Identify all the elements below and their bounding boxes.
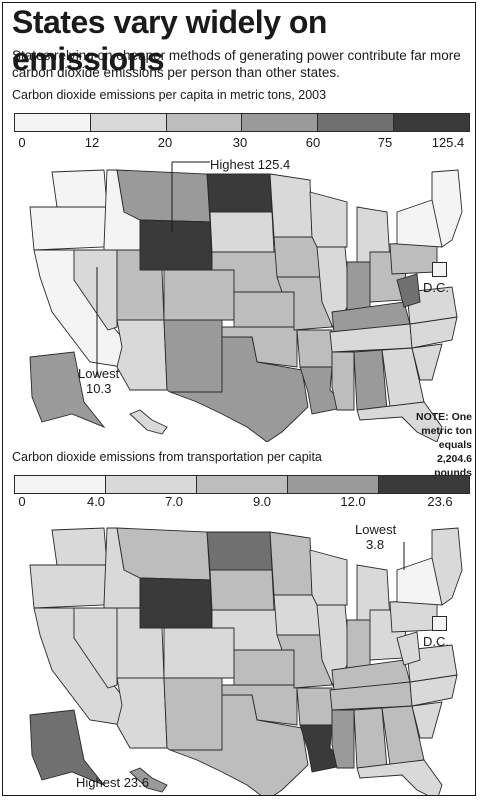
state-ak: [29, 709, 106, 787]
legend-swatch: [242, 114, 319, 131]
state-ms: [331, 709, 355, 769]
state-hi: [129, 767, 168, 793]
map2-us-choropleth: [12, 510, 468, 795]
state-nv: [73, 249, 118, 331]
note-metric-ton: NOTE: One metric ton equals 2,204.6 poun…: [415, 411, 472, 479]
map2-legend-title: Carbon dioxide emissions from transporta…: [12, 450, 322, 464]
state-fl: [356, 759, 443, 795]
state-az: [116, 319, 168, 391]
state-hi: [129, 409, 168, 435]
legend-swatch: [394, 114, 469, 131]
state-ks: [233, 291, 295, 328]
headline: States vary widely on emissions: [12, 4, 327, 77]
map1-lowest-label: Lowest: [78, 366, 120, 381]
state-ia: [273, 594, 321, 636]
state-mn: [269, 173, 313, 238]
map1-us-choropleth: [12, 152, 468, 442]
state-wa: [51, 169, 108, 208]
state-wy: [139, 577, 213, 629]
legend-tick-label: 12.0: [340, 494, 366, 509]
map1-lowest-value: 10.3: [86, 381, 112, 396]
map2-dc-swatch: [432, 616, 447, 631]
state-ar: [296, 687, 333, 726]
state-al: [353, 349, 388, 411]
legend-swatch: [166, 114, 243, 131]
state-ne_states: [431, 527, 463, 606]
state-mt: [116, 527, 211, 581]
legend-swatch: [15, 114, 91, 131]
legend-tick-label: 7.0: [164, 494, 184, 509]
state-tx: [169, 694, 309, 795]
legend-swatch: [197, 476, 288, 493]
state-az: [116, 677, 168, 749]
legend-tick-label: 23.6: [427, 494, 453, 509]
state-ks: [233, 649, 295, 686]
state-sd: [209, 211, 275, 253]
legend-tick-label: 4.0: [86, 494, 106, 509]
map1-dc-swatch: [432, 262, 447, 277]
legend-swatch: [106, 476, 197, 493]
map1-legend-bar: [14, 113, 470, 132]
state-pa: [389, 241, 438, 275]
state-nm: [163, 677, 223, 751]
map1-dc-label: D.C.: [423, 280, 449, 295]
legend-tick-label: 0: [18, 135, 26, 150]
state-wi: [309, 191, 348, 248]
state-tx: [169, 336, 309, 442]
legend-tick-label: 75: [377, 135, 393, 150]
state-wv: [396, 631, 421, 666]
legend-tick-label: 9.0: [252, 494, 272, 509]
state-ar: [296, 329, 333, 368]
state-ne_states: [431, 169, 463, 248]
state-mn: [269, 531, 313, 596]
map2-dc-label: D.C.: [423, 634, 449, 649]
legend-swatch: [15, 476, 106, 493]
state-sd: [209, 569, 275, 611]
legend-tick-label: 0: [18, 494, 26, 509]
state-fl: [356, 401, 443, 442]
subhead: States relying on cheaper methods of gen…: [12, 48, 461, 80]
state-in: [346, 261, 371, 315]
map2-lowest-value: 3.8: [366, 537, 385, 552]
legend-tick-label: 12: [84, 135, 100, 150]
state-ia: [273, 236, 321, 278]
legend-swatch: [379, 476, 469, 493]
legend-swatch: [288, 476, 379, 493]
legend-swatch: [318, 114, 395, 131]
map2-legend-bar: [14, 475, 470, 494]
map2-lowest-label: Lowest: [355, 522, 397, 537]
state-or: [29, 206, 108, 251]
state-sc: [411, 343, 443, 381]
state-wy: [139, 219, 213, 271]
legend-tick-label: 60: [305, 135, 321, 150]
state-pa: [389, 599, 438, 633]
legend-tick-label: 20: [157, 135, 173, 150]
state-ak: [29, 351, 106, 429]
legend-tick-label: 30: [232, 135, 248, 150]
state-nv: [73, 607, 118, 689]
state-co: [163, 627, 235, 679]
state-in: [346, 619, 371, 673]
state-mt: [116, 169, 211, 223]
state-wv: [396, 273, 421, 308]
state-sc: [411, 701, 443, 739]
legend-tick-label: 125.4: [431, 135, 465, 150]
state-wi: [309, 549, 348, 606]
legend-swatch: [90, 114, 167, 131]
state-or: [29, 564, 108, 609]
state-nd: [206, 531, 273, 571]
map1-legend-title: Carbon dioxide emissions per capita in m…: [12, 88, 327, 102]
state-co: [163, 269, 235, 321]
state-wa: [51, 527, 108, 566]
state-al: [353, 707, 388, 769]
state-ms: [331, 351, 355, 411]
map2-highest-label: Highest 23.6: [76, 775, 149, 790]
map1-highest-label: Highest 125.4: [210, 157, 291, 172]
state-nm: [163, 319, 223, 393]
state-nd: [206, 173, 273, 213]
